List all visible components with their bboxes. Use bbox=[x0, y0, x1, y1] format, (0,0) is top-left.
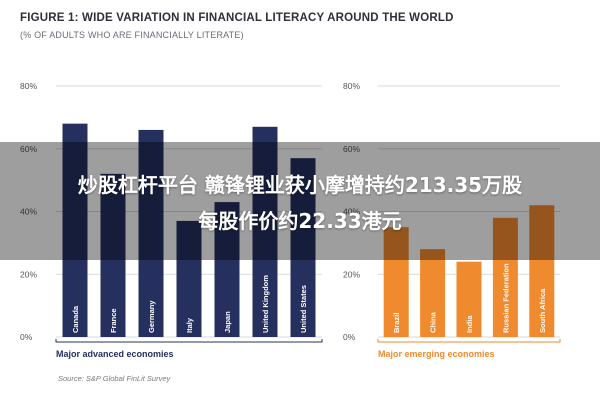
chart-subtitle: (% OF ADULTS WHO ARE FINANCIALLY LITERAT… bbox=[20, 30, 244, 40]
bar bbox=[214, 202, 240, 337]
headline-line-2: 每股作价约22.33港元 bbox=[198, 209, 402, 233]
bar bbox=[252, 126, 278, 337]
bar bbox=[420, 249, 446, 337]
category-label: Canada bbox=[71, 305, 80, 333]
headline-overlay bbox=[0, 142, 600, 260]
category-label: Italy bbox=[185, 317, 194, 333]
category-label: India bbox=[465, 315, 474, 333]
category-label: Germany bbox=[147, 300, 156, 333]
bar bbox=[138, 129, 164, 337]
x-axis-label: Major emerging economies bbox=[378, 349, 495, 359]
category-label: France bbox=[109, 308, 118, 333]
group-bracket bbox=[377, 339, 561, 343]
x-axis-label: Major advanced economies bbox=[56, 349, 174, 359]
chart-title: FIGURE 1: WIDE VARIATION IN FINANCIAL LI… bbox=[20, 12, 454, 24]
source-note: Source: S&P Global FinLit Survey bbox=[58, 374, 171, 383]
y-tick-label: 40% bbox=[20, 207, 37, 217]
y-tick-label: 80% bbox=[20, 81, 37, 91]
bar bbox=[456, 261, 482, 337]
category-label: Japan bbox=[223, 311, 232, 333]
category-label: Russian Federation bbox=[501, 263, 510, 333]
category-label: United Kingdom bbox=[261, 275, 270, 333]
category-label: Brazil bbox=[392, 313, 401, 333]
category-label: United States bbox=[299, 285, 308, 333]
y-tick-label: 0% bbox=[20, 332, 33, 342]
y-tick-label: 60% bbox=[20, 144, 37, 154]
y-tick-label: 60% bbox=[343, 144, 360, 154]
bar bbox=[529, 205, 555, 337]
bar bbox=[290, 158, 316, 337]
y-tick-label: 20% bbox=[343, 269, 360, 279]
y-tick-label: 0% bbox=[343, 332, 356, 342]
category-label: South Africa bbox=[538, 288, 547, 333]
bar bbox=[100, 173, 126, 337]
y-tick-label: 40% bbox=[343, 207, 360, 217]
headline-line-1: 炒股杠杆平台 赣锋锂业获小摩增持约213.35万股 bbox=[77, 173, 523, 197]
bar bbox=[383, 227, 409, 337]
advanced-economies-chart: 0% 20% 40% 60% 80% Canada France Germany Italy Ja… bbox=[20, 81, 323, 359]
group-bracket bbox=[55, 339, 323, 343]
bar bbox=[62, 123, 88, 338]
bar bbox=[176, 220, 202, 337]
category-label: China bbox=[429, 311, 438, 333]
bar bbox=[492, 217, 518, 337]
y-tick-label: 20% bbox=[20, 269, 37, 279]
emerging-economies-chart: 0% 20% 40% 60% 80% Brazil China India Russian Fe… bbox=[343, 81, 561, 359]
y-tick-label: 80% bbox=[343, 81, 360, 91]
